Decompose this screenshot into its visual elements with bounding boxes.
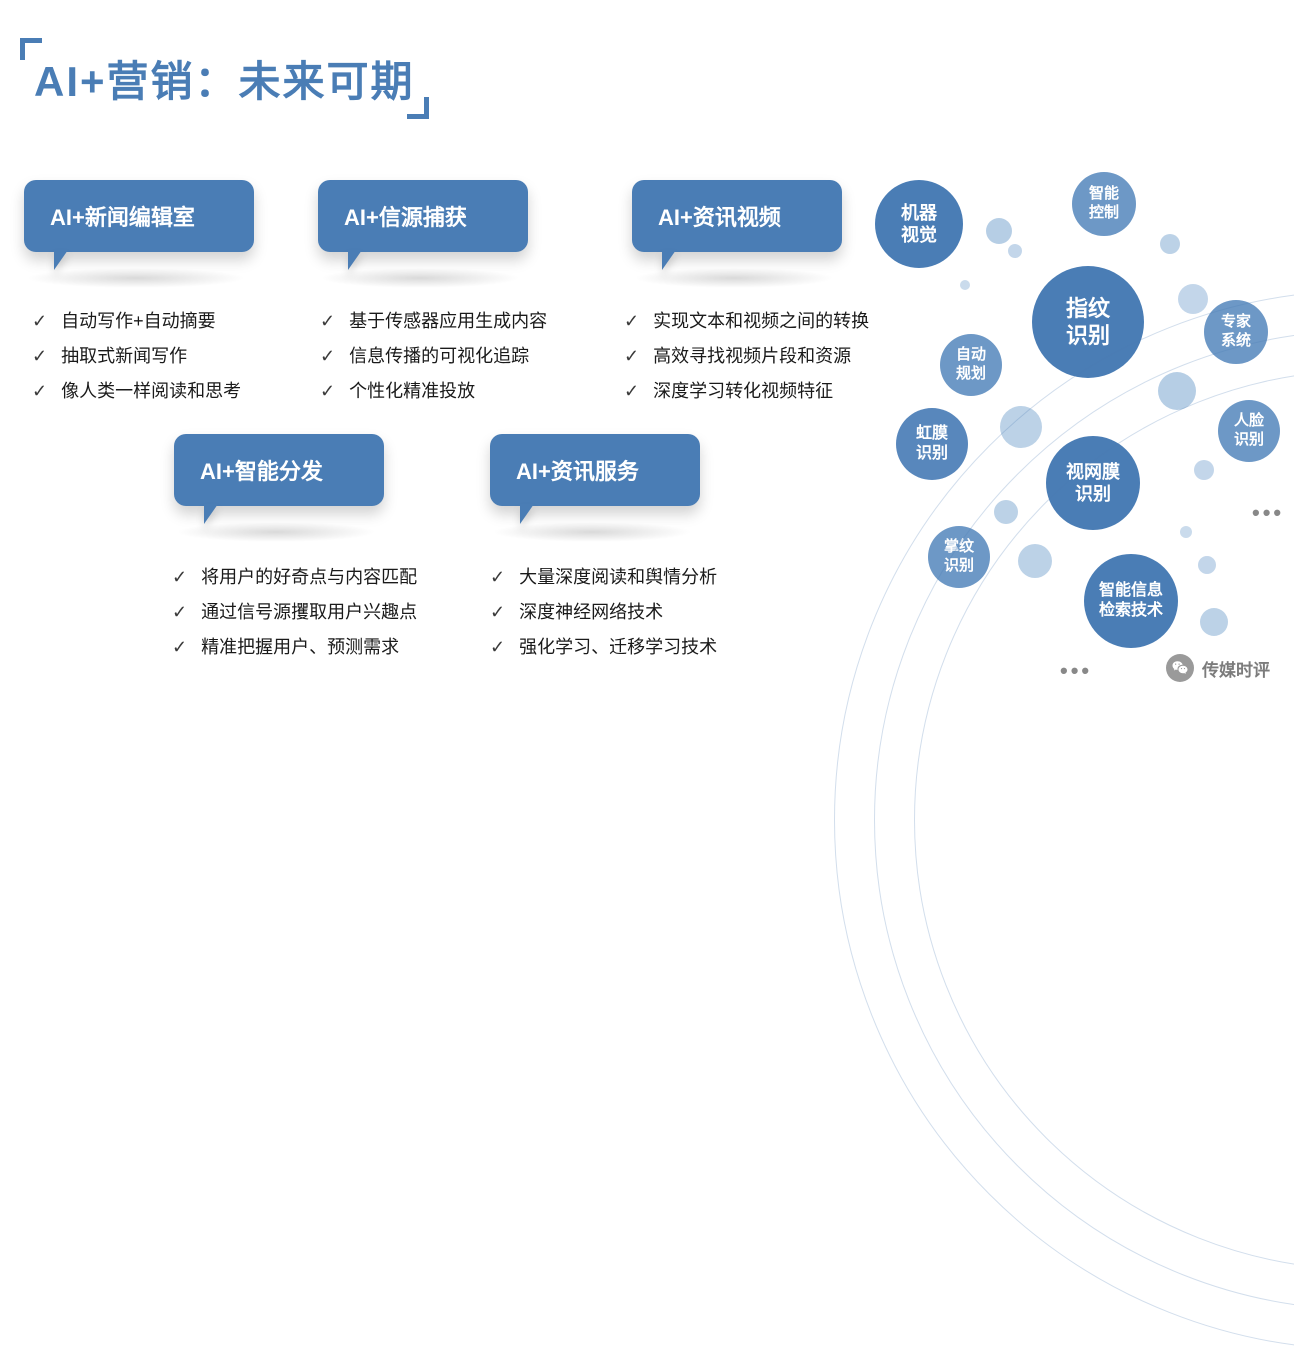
- bullet-list-news-editor: 自动写作+自动摘要抽取式新闻写作像人类一样阅读和思考: [32, 304, 241, 409]
- card-title: AI+资讯视频: [658, 205, 781, 230]
- bubble-shadow: [26, 268, 246, 288]
- card-bubble-news-editor: AI+新闻编辑室: [24, 180, 254, 252]
- bullet-list-info-video: 实现文本和视频之间的转换高效寻找视频片段和资源深度学习转化视频特征: [624, 304, 869, 409]
- bullet-item: 实现文本和视频之间的转换: [624, 304, 869, 339]
- bullet-item: 抽取式新闻写作: [32, 339, 241, 374]
- decor-dot: [986, 218, 1012, 244]
- bubble-shadow: [492, 522, 692, 542]
- decor-dot: [1008, 244, 1022, 258]
- card-bubble-source-capture: AI+信源捕获: [318, 180, 528, 252]
- circle-label: 虹膜 识别: [916, 424, 948, 464]
- topic-circle-smart-control: 智能 控制: [1072, 172, 1136, 236]
- card-bubble-info-video: AI+资讯视频: [632, 180, 842, 252]
- bullet-item: 通过信号源攫取用户兴趣点: [172, 595, 417, 630]
- topic-circle-machine-vision: 机器 视觉: [875, 180, 963, 268]
- card-title: AI+资讯服务: [516, 459, 639, 484]
- bullet-item: 像人类一样阅读和思考: [32, 374, 241, 409]
- bullet-item: 强化学习、迁移学习技术: [490, 630, 717, 665]
- bullet-list-info-service: 大量深度阅读和舆情分析深度神经网络技术强化学习、迁移学习技术: [490, 560, 717, 665]
- page-title: AI+营销：未来可期: [24, 42, 425, 115]
- decor-dot: [1160, 234, 1180, 254]
- bubble-shadow: [320, 268, 520, 288]
- wechat-watermark: 传媒时评: [1166, 654, 1270, 682]
- circle-label: 指纹 识别: [1066, 295, 1110, 350]
- bullet-list-smart-distribute: 将用户的好奇点与内容匹配通过信号源攫取用户兴趣点精准把握用户、预测需求: [172, 560, 417, 665]
- bullet-item: 深度神经网络技术: [490, 595, 717, 630]
- circle-label: 机器 视觉: [901, 202, 937, 247]
- card-bubble-smart-distribute: AI+智能分发: [174, 434, 384, 506]
- bullet-item: 信息传播的可视化追踪: [320, 339, 547, 374]
- bubble-shadow: [176, 522, 376, 542]
- bullet-item: 大量深度阅读和舆情分析: [490, 560, 717, 595]
- bubble-shadow: [634, 268, 834, 288]
- bullet-item: 精准把握用户、预测需求: [172, 630, 417, 665]
- decor-dot: [960, 280, 970, 290]
- card-title: AI+信源捕获: [344, 205, 467, 230]
- title-text: AI+营销：未来可期: [34, 58, 415, 105]
- ellipsis-mark: •••: [1060, 658, 1092, 684]
- circle-label: 自动 规划: [956, 346, 986, 384]
- bullet-item: 个性化精准投放: [320, 374, 547, 409]
- ellipsis-mark: •••: [1252, 500, 1284, 526]
- bullet-item: 基于传感器应用生成内容: [320, 304, 547, 339]
- corner-decor-tl: [20, 38, 42, 60]
- topic-circle-iris: 虹膜 识别: [896, 408, 968, 480]
- circle-label: 智能 控制: [1089, 185, 1119, 223]
- bullet-list-source-capture: 基于传感器应用生成内容信息传播的可视化追踪个性化精准投放: [320, 304, 547, 409]
- card-title: AI+新闻编辑室: [50, 205, 195, 230]
- decor-dot: [1178, 284, 1208, 314]
- bullet-item: 深度学习转化视频特征: [624, 374, 869, 409]
- wechat-icon: [1166, 654, 1194, 682]
- card-title: AI+智能分发: [200, 459, 323, 484]
- bullet-item: 高效寻找视频片段和资源: [624, 339, 869, 374]
- title-container: AI+营销：未来可期: [24, 42, 425, 115]
- bullet-item: 自动写作+自动摘要: [32, 304, 241, 339]
- bullet-item: 将用户的好奇点与内容匹配: [172, 560, 417, 595]
- topic-circle-auto-plan: 自动 规划: [940, 334, 1002, 396]
- corner-decor-br: [407, 97, 429, 119]
- wechat-label: 传媒时评: [1202, 656, 1270, 681]
- card-bubble-info-service: AI+资讯服务: [490, 434, 700, 506]
